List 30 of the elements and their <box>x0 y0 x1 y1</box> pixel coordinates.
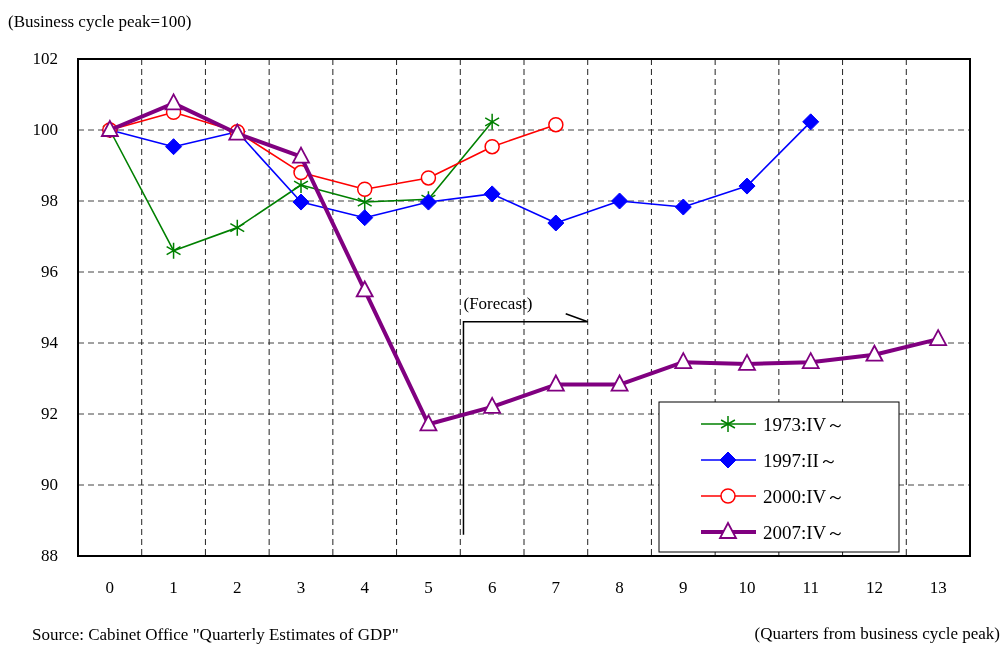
y-tick-label: 102 <box>32 49 58 68</box>
y-tick-label: 100 <box>32 120 58 139</box>
y-tick-label: 88 <box>41 546 58 565</box>
x-tick-label: 6 <box>487 578 497 597</box>
x-tick-label: 7 <box>551 578 561 597</box>
x-tick-label: 12 <box>865 578 883 597</box>
y-tick-label: 90 <box>41 475 58 494</box>
x-tick-label: 2 <box>233 578 242 597</box>
x-tick-label: 4 <box>360 578 370 597</box>
legend-label: 1997:II～ <box>763 450 838 471</box>
legend-label: 2000:IV～ <box>763 486 846 507</box>
x-tick-label: 0 <box>105 578 115 597</box>
x-tick-label: 8 <box>615 578 624 597</box>
x-tick-label: 11 <box>802 578 819 597</box>
legend-label: 2007:IV～ <box>763 522 846 543</box>
x-tick-label: 3 <box>296 578 306 597</box>
annotation: (Forecast) <box>463 294 533 314</box>
x-tick-label: 5 <box>424 578 433 597</box>
y-tick-label: 98 <box>41 191 58 210</box>
source-note: Source: Cabinet Office "Quarterly Estimates of GDP" <box>32 625 399 644</box>
x-axis-title: (Quarters from business cycle peak) <box>754 624 1000 643</box>
y-tick-label: 92 <box>41 404 58 423</box>
x-tick-label: 1 <box>169 578 178 597</box>
y-tick-label: 96 <box>41 262 58 281</box>
legend-label: 1973:IV～ <box>763 414 846 435</box>
x-tick-label: 9 <box>679 578 688 597</box>
x-tick-label: 13 <box>929 578 947 597</box>
y-axis-title: (Business cycle peak=100) <box>8 12 192 31</box>
x-tick-label: 10 <box>738 578 756 597</box>
y-tick-label: 94 <box>41 333 59 352</box>
